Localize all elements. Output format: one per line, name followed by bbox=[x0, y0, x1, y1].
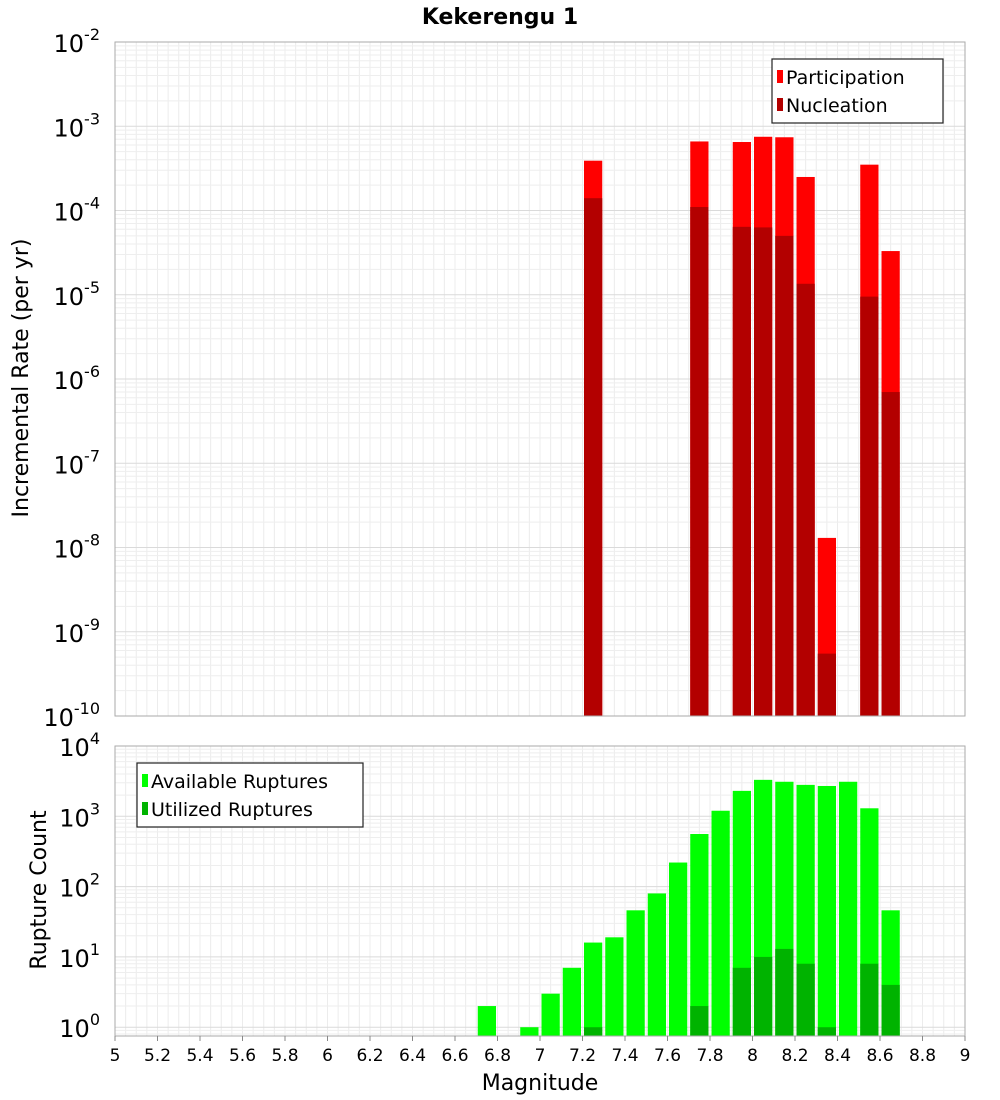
x-tick-label: 7.8 bbox=[696, 1046, 723, 1066]
x-tick-label: 8.2 bbox=[781, 1046, 808, 1066]
bar bbox=[732, 226, 751, 716]
bar bbox=[860, 963, 879, 1036]
bar bbox=[754, 227, 773, 716]
bar bbox=[817, 1027, 836, 1036]
x-tick-label: 6 bbox=[322, 1046, 333, 1066]
x-tick-label: 5.6 bbox=[229, 1046, 256, 1066]
count-ylabel: Rupture Count bbox=[27, 810, 52, 970]
bar bbox=[817, 653, 836, 716]
rate-ylabel: Incremental Rate (per yr) bbox=[9, 239, 34, 518]
bar bbox=[690, 1006, 709, 1036]
x-tick-label: 5.4 bbox=[186, 1046, 213, 1066]
x-tick-label: 5.2 bbox=[144, 1046, 171, 1066]
grid bbox=[114, 41, 966, 717]
bar bbox=[520, 1027, 539, 1036]
bar bbox=[732, 967, 751, 1036]
x-tick-label: 7.4 bbox=[611, 1046, 638, 1066]
x-tick-label: 5 bbox=[110, 1046, 121, 1066]
y-tick-label: 10-4 bbox=[54, 194, 101, 227]
legend-swatch bbox=[142, 802, 148, 815]
count-panel: 100 101 102 103 104 Available Ruptures Utilize… bbox=[59, 729, 966, 1043]
bar bbox=[796, 283, 815, 716]
bar bbox=[711, 810, 730, 1036]
legend-label: Available Ruptures bbox=[151, 771, 328, 793]
x-tick-label: 7 bbox=[535, 1046, 546, 1066]
x-tick-label: 8.8 bbox=[909, 1046, 936, 1066]
legend: Available Ruptures Utilized Ruptures bbox=[136, 762, 364, 828]
bar bbox=[839, 781, 858, 1036]
x-tick-label: 6.2 bbox=[356, 1046, 383, 1066]
y-tick-label: 10-3 bbox=[54, 109, 101, 142]
x-tick-label: 6.4 bbox=[399, 1046, 426, 1066]
y-tick-label: 10-8 bbox=[54, 531, 101, 564]
bar bbox=[584, 198, 603, 716]
legend-swatch bbox=[777, 70, 783, 83]
series-nucleation bbox=[584, 198, 900, 717]
x-tick-label: 9 bbox=[960, 1046, 971, 1066]
x-tick-label: 8.6 bbox=[866, 1046, 893, 1066]
legend-label: Utilized Ruptures bbox=[151, 799, 313, 821]
bar bbox=[477, 1006, 496, 1036]
y-tick-label: 103 bbox=[59, 799, 100, 832]
y-tick-labels: 100 101 102 103 104 bbox=[59, 729, 100, 1043]
y-tick-label: 10-7 bbox=[54, 446, 101, 479]
bar bbox=[796, 963, 815, 1036]
x-tick-label: 6.8 bbox=[484, 1046, 511, 1066]
bar bbox=[860, 296, 879, 716]
bar bbox=[817, 785, 836, 1036]
bar bbox=[541, 993, 560, 1036]
legend-swatch bbox=[777, 98, 783, 111]
y-tick-label: 102 bbox=[59, 870, 100, 903]
x-tick-label: 5.8 bbox=[271, 1046, 298, 1066]
x-tick-label: 6.6 bbox=[441, 1046, 468, 1066]
bar bbox=[669, 862, 688, 1036]
legend: Participation Nucleation bbox=[771, 58, 944, 124]
y-tick-label: 10-10 bbox=[43, 699, 100, 732]
y-tick-label: 10-5 bbox=[54, 278, 101, 311]
legend-swatch bbox=[142, 774, 148, 787]
chart-title: Kekerengu 1 bbox=[422, 5, 578, 30]
y-tick-label: 10-9 bbox=[54, 615, 101, 648]
x-tick-label: 8 bbox=[747, 1046, 758, 1066]
bar bbox=[605, 937, 624, 1036]
bar bbox=[647, 893, 666, 1036]
x-axis-label: Magnitude bbox=[482, 1071, 599, 1096]
bar bbox=[690, 207, 709, 716]
series-utilized-ruptures bbox=[584, 948, 900, 1036]
bar bbox=[881, 392, 900, 716]
bar bbox=[584, 942, 603, 1036]
bar bbox=[775, 235, 794, 717]
x-tick-label: 7.6 bbox=[654, 1046, 681, 1066]
bar bbox=[690, 834, 709, 1036]
x-tick-label: 8.4 bbox=[824, 1046, 851, 1066]
y-tick-label: 100 bbox=[59, 1010, 100, 1043]
y-tick-label: 104 bbox=[59, 729, 100, 762]
bar bbox=[584, 1027, 603, 1036]
rate-panel: 10-10 10-9 10-8 10-7 10-6 10-5 10-4 10-3 10-2 Par… bbox=[43, 25, 966, 732]
y-tick-label: 10-2 bbox=[54, 25, 101, 58]
x-axis: 5 5.2 5.4 5.6 5.8 6 6.2 6.4 6.6 6.8 7 7.2 7.4 7.6 7.8 8… bbox=[110, 1036, 971, 1066]
bar bbox=[754, 956, 773, 1036]
bar bbox=[775, 948, 794, 1036]
legend-label: Participation bbox=[786, 67, 905, 89]
x-tick-label: 7.2 bbox=[569, 1046, 596, 1066]
y-tick-labels: 10-10 10-9 10-8 10-7 10-6 10-5 10-4 10-3 10-2 bbox=[43, 25, 100, 732]
y-tick-label: 10-6 bbox=[54, 362, 101, 395]
y-tick-label: 101 bbox=[59, 940, 100, 973]
legend-label: Nucleation bbox=[786, 95, 888, 117]
bar bbox=[562, 967, 581, 1036]
bar bbox=[881, 984, 900, 1036]
bar bbox=[626, 910, 645, 1036]
